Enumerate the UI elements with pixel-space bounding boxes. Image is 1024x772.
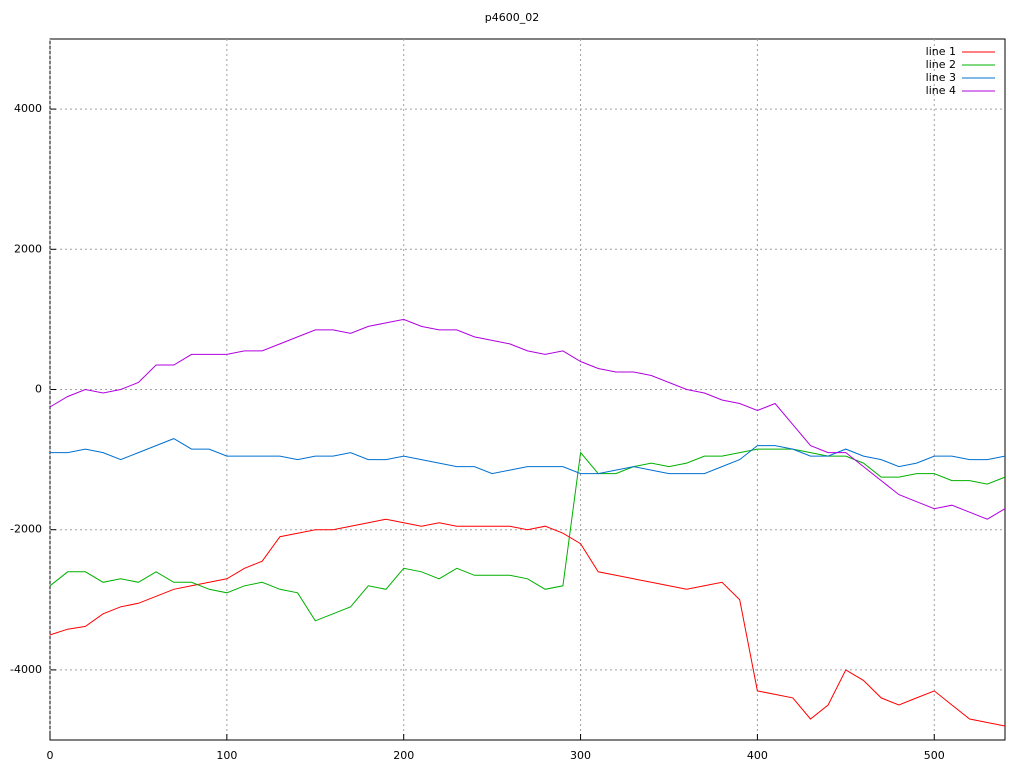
x-tick-label: 0 — [47, 749, 54, 762]
x-tick-label: 100 — [216, 749, 237, 762]
x-tick-label: 400 — [747, 749, 768, 762]
series-line — [49, 518, 1006, 727]
series-line — [49, 448, 1006, 622]
y-tick-label: 0 — [35, 383, 42, 396]
y-tick-label: -4000 — [10, 663, 42, 676]
series-line — [49, 318, 1006, 520]
series-line — [50, 438, 1006, 475]
legend-label: line 3 — [926, 71, 956, 84]
legend-label: line 2 — [926, 58, 956, 71]
chart-title: p4600_02 — [485, 11, 539, 24]
x-tick-label: 200 — [393, 749, 414, 762]
y-tick-label: -2000 — [10, 523, 42, 536]
x-tick-label: 500 — [924, 749, 945, 762]
legend-label: line 1 — [926, 45, 956, 58]
y-tick-label: 4000 — [14, 102, 42, 115]
y-tick-label: 2000 — [14, 242, 42, 255]
x-tick-label: 300 — [570, 749, 591, 762]
legend-label: line 4 — [926, 84, 956, 97]
